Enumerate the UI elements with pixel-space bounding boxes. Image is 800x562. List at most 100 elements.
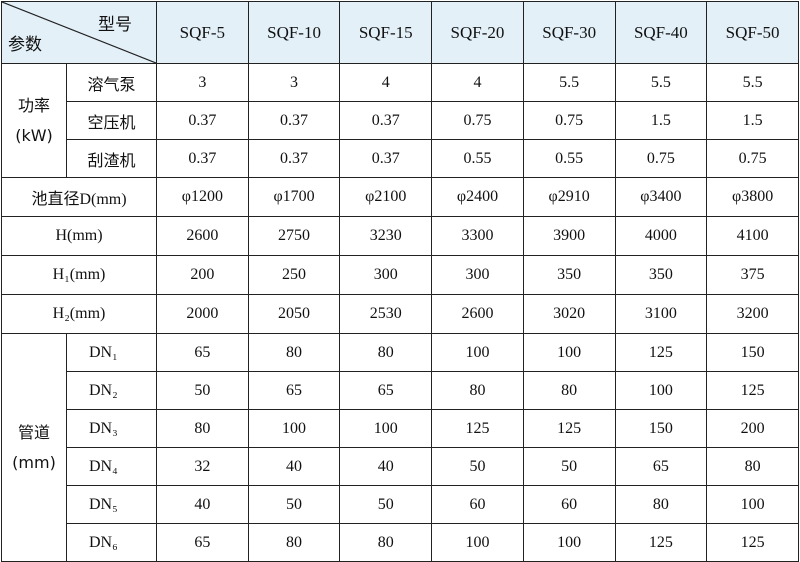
value-cell: 3 (247, 63, 341, 102)
value-cell: 200 (156, 255, 249, 295)
value-cell: 0.75 (706, 139, 799, 178)
table-row: 池直径D(mm) φ1200 φ1700 φ2100 φ2400 φ2910 φ3400 φ3… (1, 177, 799, 217)
value-cell: 40 (156, 485, 249, 524)
value-cell: 50 (339, 485, 433, 524)
value-cell: 0.55 (522, 139, 616, 178)
value-cell: 350 (522, 255, 616, 295)
value-cell: 125 (431, 409, 524, 448)
table-row: 功率 (kW) 溶气泵 3 3 4 4 5.5 5.5 5.5 (1, 63, 799, 178)
value-cell: 125 (614, 333, 708, 372)
value-cell: 125 (706, 371, 799, 410)
value-cell: 80 (522, 371, 616, 410)
row-label: DN₃ (66, 409, 157, 448)
value-cell: φ1200 (156, 177, 249, 217)
row-label: 溶气泵 (66, 63, 157, 102)
value-cell: 3900 (522, 216, 616, 256)
value-cell: 2600 (156, 216, 249, 256)
header-row: 型号 参数 SQF-5 SQF-10 SQF-15 SQF-20 SQF-30 SQF-4… (1, 1, 799, 64)
value-cell: 0.37 (339, 101, 433, 140)
value-cell: 3020 (522, 294, 616, 334)
value-cell: 2000 (156, 294, 249, 334)
value-cell: 4000 (614, 216, 708, 256)
value-cell: 40 (247, 447, 341, 486)
table-row: 刮渣机 0.37 0.37 0.37 0.55 0.55 0.75 0.75 (2, 139, 799, 178)
table-row: DN₃ 80 100 100 125 125 150 200 (2, 409, 799, 448)
model-header: SQF-20 (431, 1, 524, 64)
pipe-group-cell: 管道 (mm) (1, 333, 67, 562)
param-label: 参数 (8, 35, 42, 55)
table-row: DN₄ 32 40 40 50 50 65 80 (2, 447, 799, 486)
value-cell: 60 (522, 485, 616, 524)
value-cell: 100 (706, 485, 799, 524)
value-cell: 300 (339, 255, 433, 295)
value-cell: 375 (706, 255, 799, 295)
row-label: DN₁ (66, 333, 157, 372)
value-cell: φ3800 (706, 177, 799, 217)
value-cell: 2750 (247, 216, 341, 256)
row-label: 池直径D(mm) (1, 177, 157, 217)
value-cell: 0.37 (247, 139, 341, 178)
value-cell: 150 (614, 409, 708, 448)
row-label: H(mm) (1, 216, 157, 256)
group-label: 功率 (17, 95, 50, 115)
value-cell: 0.37 (156, 139, 249, 178)
value-cell: 80 (339, 333, 433, 372)
value-cell: 80 (156, 409, 249, 448)
model-header: SQF-15 (339, 1, 433, 64)
value-cell: 100 (614, 371, 708, 410)
model-header: SQF-30 (522, 1, 616, 64)
value-cell: 150 (706, 333, 799, 372)
value-cell: 250 (247, 255, 341, 295)
value-cell: 5.5 (522, 63, 616, 102)
value-cell: 80 (614, 485, 708, 524)
value-cell: φ2100 (339, 177, 433, 217)
row-label: H₁(mm) (1, 255, 157, 295)
value-cell: 350 (614, 255, 708, 295)
value-cell: φ2910 (522, 177, 616, 217)
model-header: SQF-50 (706, 1, 799, 64)
value-cell: 200 (706, 409, 799, 448)
table-row: 空压机 0.37 0.37 0.37 0.75 0.75 1.5 1.5 (2, 101, 799, 140)
value-cell: 65 (156, 333, 249, 372)
value-cell: 50 (156, 371, 249, 410)
row-label: DN₂ (66, 371, 157, 410)
value-cell: 50 (431, 447, 524, 486)
value-cell: 50 (522, 447, 616, 486)
value-cell: 0.75 (522, 101, 616, 140)
group-unit: (kW) (15, 125, 53, 145)
value-cell: 4100 (706, 216, 799, 256)
row-label: 刮渣机 (66, 139, 157, 178)
value-cell: 32 (156, 447, 249, 486)
value-cell: 65 (614, 447, 708, 486)
value-cell: 4 (431, 63, 524, 102)
value-cell: 4 (339, 63, 433, 102)
row-label: 空压机 (66, 101, 157, 140)
row-label: DN₅ (66, 485, 157, 524)
value-cell: 5.5 (706, 63, 799, 102)
value-cell: 0.75 (614, 139, 708, 178)
value-cell: 3 (156, 63, 249, 102)
value-cell: 100 (247, 409, 341, 448)
diagonal-header-cell: 型号 参数 (1, 1, 157, 64)
value-cell: 0.55 (431, 139, 524, 178)
value-cell: 300 (431, 255, 524, 295)
model-header: SQF-10 (247, 1, 341, 64)
value-cell: φ3400 (614, 177, 708, 217)
value-cell: 3230 (339, 216, 433, 256)
value-cell: 2530 (339, 294, 433, 334)
table-row: H(mm) 2600 2750 3230 3300 3900 4000 4100 (1, 216, 799, 256)
value-cell: 2050 (247, 294, 341, 334)
value-cell: 5.5 (614, 63, 708, 102)
value-cell: 1.5 (706, 101, 799, 140)
model-header: SQF-40 (614, 1, 708, 64)
table-row: H₁(mm) 200 250 300 300 350 350 375 (1, 255, 799, 295)
model-label: 型号 (98, 15, 132, 35)
value-cell: 40 (339, 447, 433, 486)
table-row: H₂(mm) 2000 2050 2530 2600 3020 3100 3200 (1, 294, 799, 334)
row-label: DN₄ (66, 447, 157, 486)
value-cell: 100 (522, 333, 616, 372)
power-group-cell: 功率 (kW) (1, 63, 67, 178)
value-cell: 3200 (706, 294, 799, 334)
value-cell: 0.37 (247, 101, 341, 140)
value-cell: 65 (247, 371, 341, 410)
